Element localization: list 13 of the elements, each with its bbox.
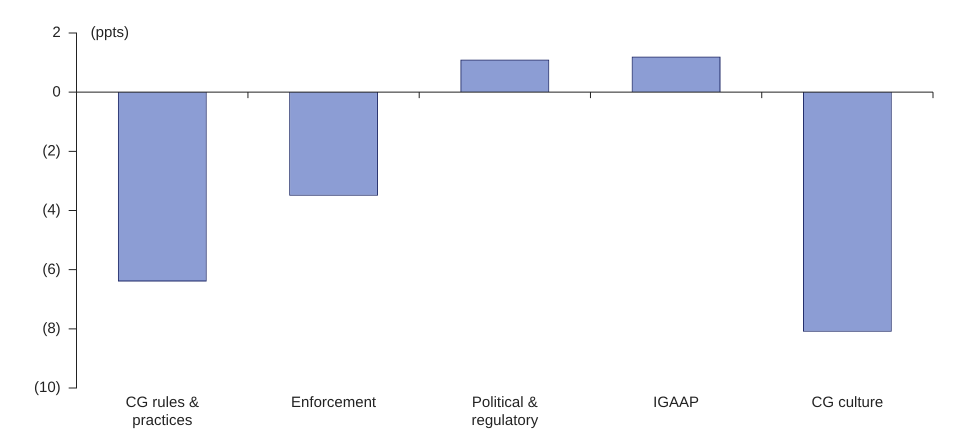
y-tick-label: 0 [52,83,61,100]
y-tick-label: 2 [52,24,61,42]
y-tick-label: (6) [42,260,61,278]
x-tick-label: IGAAP [653,394,700,412]
y-axis-title: (ppts) [90,24,130,42]
y-tick-label: (4) [42,202,61,219]
y-tick-label: (10) [34,379,61,396]
y-tick-label: (8) [42,320,61,337]
x-tick-label: Enforcement [291,394,377,412]
x-tick-label: CG culture [812,394,884,412]
x-tick-label: Political & regulatory [471,394,539,430]
y-tick-label: (2) [42,142,61,160]
x-tick-label: CG rules & practices [126,394,199,430]
